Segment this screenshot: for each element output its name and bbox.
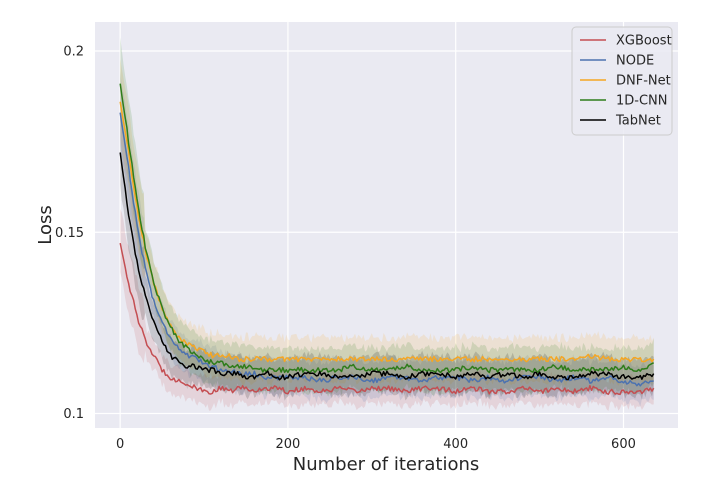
y-tick-label: 0.15 xyxy=(55,226,84,241)
band-tabnet xyxy=(120,112,654,401)
line-tabnet xyxy=(119,152,655,381)
legend: XGBoost NODE DNF-Net 1D-CNN TabNet xyxy=(571,26,673,136)
legend-label: TabNet xyxy=(615,114,661,129)
legend-label: XGBoost xyxy=(616,34,672,49)
band-1d-cnn xyxy=(120,37,654,397)
x-tick-label: 0 xyxy=(116,437,124,452)
x-tick-label: 200 xyxy=(276,437,301,452)
band-dnf-net xyxy=(120,59,654,386)
line-dnf-net xyxy=(119,101,655,363)
line-xgboost xyxy=(119,242,655,395)
x-tick-label: 400 xyxy=(443,437,468,452)
y-tick-label: 0.1 xyxy=(63,407,84,422)
legend-box xyxy=(571,26,673,136)
line-node xyxy=(119,112,654,387)
x-axis-label: Number of iterations xyxy=(293,454,480,475)
legend-label: DNF-Net xyxy=(616,74,671,89)
legend-label: NODE xyxy=(616,54,654,69)
series-lines xyxy=(119,83,655,395)
legend-label: 1D-CNN xyxy=(616,94,668,109)
x-tick-label: 600 xyxy=(611,437,636,452)
x-tick-labels: 0 200 400 600 xyxy=(116,437,636,452)
y-tick-labels: 0.1 0.15 0.2 xyxy=(55,45,84,423)
y-tick-label: 0.2 xyxy=(63,45,84,60)
line-1d-cnn xyxy=(119,83,654,374)
y-axis-label: Loss xyxy=(35,205,56,244)
